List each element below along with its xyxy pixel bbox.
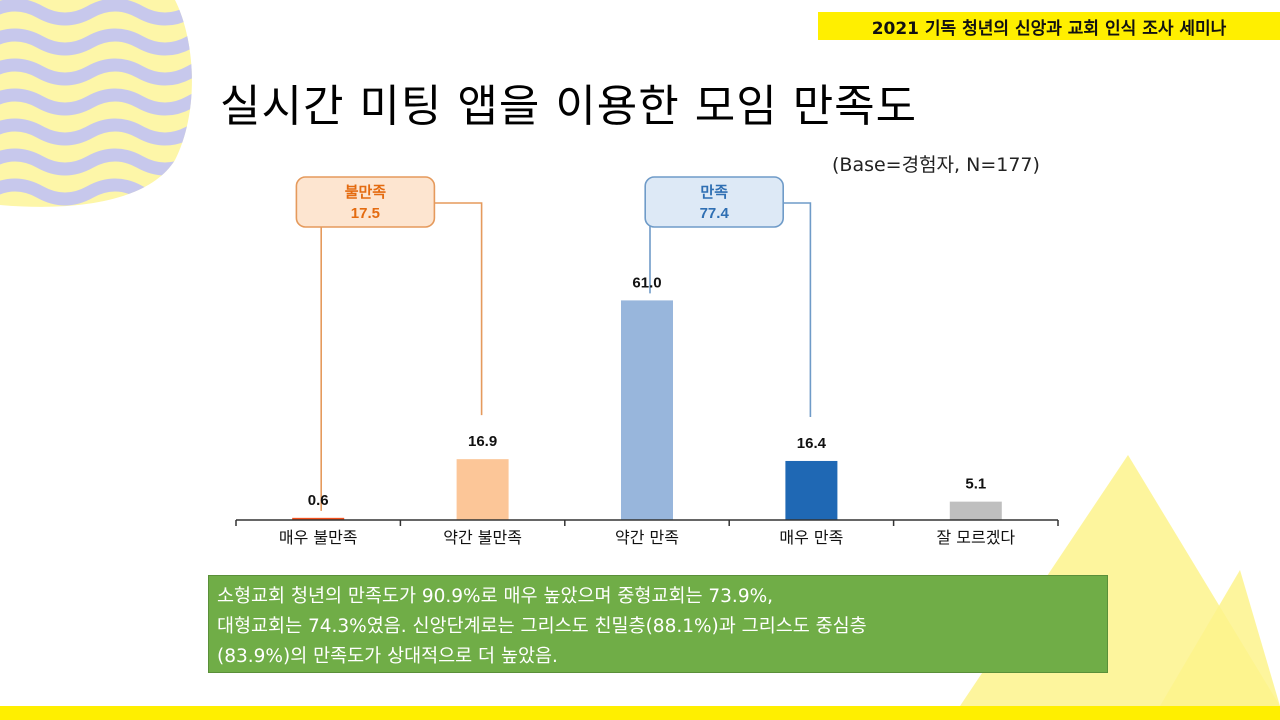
- seminar-banner: 2021 기독 청년의 신앙과 교회 인식 조사 세미나: [818, 12, 1280, 40]
- group-box: [295, 176, 436, 228]
- axis-ticks: [235, 520, 1059, 526]
- value-label: 0.6: [308, 492, 329, 509]
- group-bracket-line: [296, 202, 483, 511]
- group-box: [644, 176, 785, 228]
- group-value: 77.4: [700, 205, 730, 222]
- value-label: 16.4: [797, 435, 827, 452]
- summary-box: 소형교회 청년의 만족도가 90.9%로 매우 높았으며 중형교회는 73.9%…: [208, 575, 1108, 673]
- group-brackets: 불만족 17.5 만족 77.4: [295, 176, 812, 511]
- bar: [456, 459, 509, 520]
- base-note: (Base=경험자, N=177): [832, 154, 1040, 176]
- summary-line: 대형교회는 74.3%였음. 신앙단계로는 그리스도 친밀층(88.1%)과 그…: [217, 616, 867, 637]
- wave-blob-decoration: [0, 0, 192, 207]
- triangle-decoration-right: [1160, 570, 1280, 706]
- value-label: 61.0: [632, 274, 661, 291]
- bar: [621, 300, 673, 520]
- value-label: 16.9: [468, 433, 497, 450]
- group-label: 불만족: [345, 183, 387, 201]
- group-value: 17.5: [351, 205, 380, 222]
- bottom-bar: [0, 706, 1280, 720]
- bars: [292, 300, 1002, 520]
- category-label: 매우 불만족: [279, 528, 358, 547]
- page-title: 실시간 미팅 앱을 이용한 모임 만족도: [220, 81, 918, 132]
- bar: [785, 460, 838, 520]
- labels: 0.6 매우 불만족 16.9 약간 불만족 61.0 약간 만족 16.4 매우 만족 5.1…: [279, 274, 1016, 547]
- category-label: 잘 모르겠다: [936, 528, 1015, 547]
- category-label: 약간 만족: [615, 528, 679, 547]
- bar: [292, 517, 345, 520]
- value-label: 5.1: [965, 476, 986, 493]
- category-label: 약간 불만족: [443, 528, 522, 547]
- category-label: 매우 만족: [779, 528, 843, 547]
- bar: [949, 501, 1002, 520]
- summary-line: 소형교회 청년의 만족도가 90.9%로 매우 높았으며 중형교회는 73.9%…: [217, 586, 774, 607]
- group-label: 만족: [700, 183, 728, 201]
- summary-line: (83.9%)의 만족도가 상대적으로 더 높았음.: [217, 646, 558, 667]
